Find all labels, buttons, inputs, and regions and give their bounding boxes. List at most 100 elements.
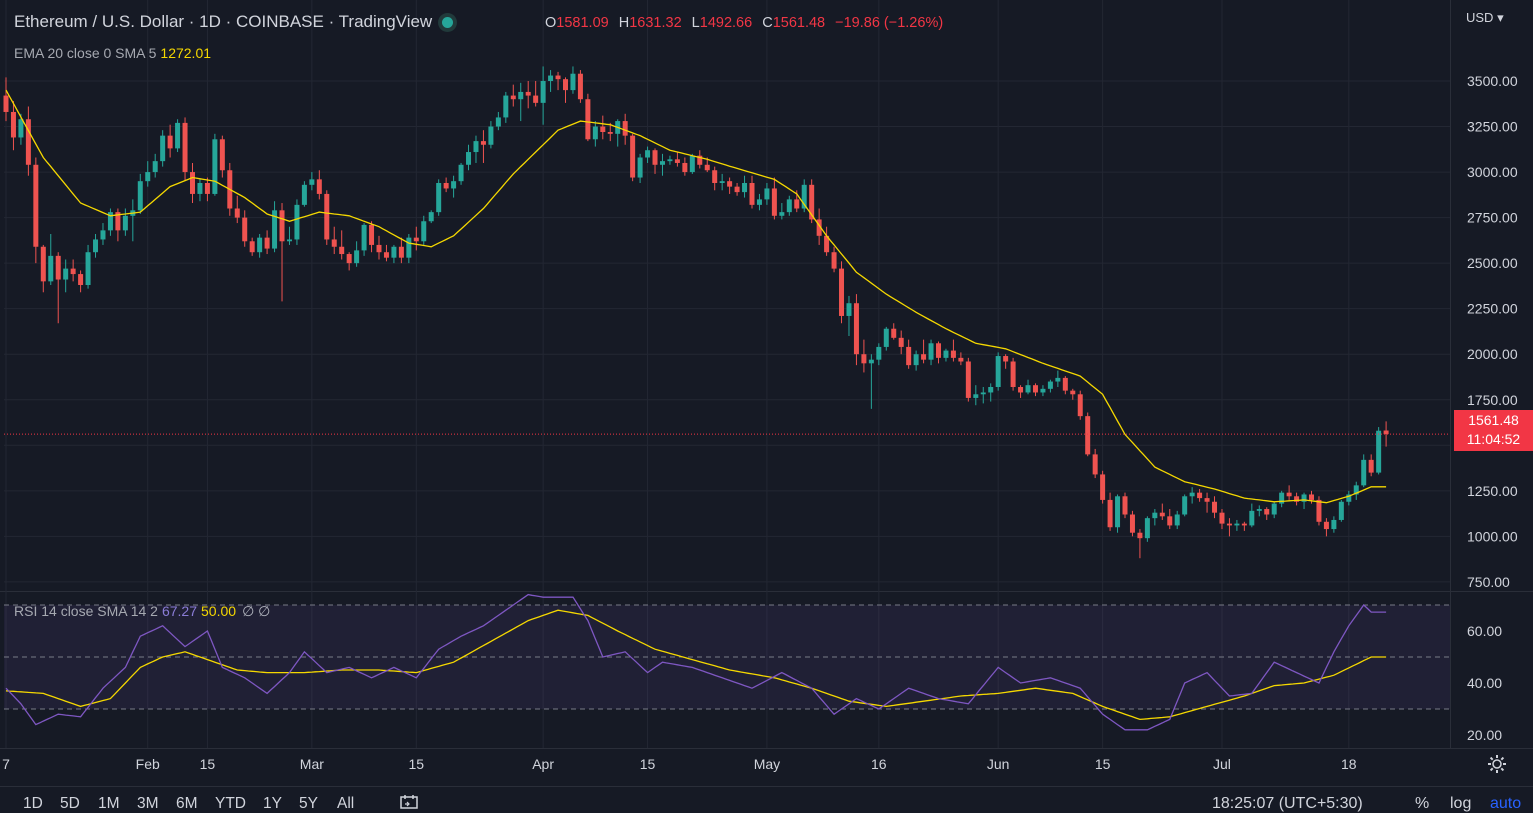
candle [1353, 481, 1359, 500]
candle [473, 135, 479, 163]
candle [122, 208, 128, 236]
candle-body [518, 91, 524, 100]
candle [1018, 385, 1024, 398]
candle-body [175, 122, 181, 149]
candle [1286, 485, 1292, 500]
candle-body [652, 150, 658, 165]
ema-legend[interactable]: EMA 20 close 0 SMA 5 1272.01 [14, 45, 211, 61]
candle-body [1115, 496, 1121, 528]
range-button-5d[interactable]: 5D [60, 795, 80, 812]
candle-body [421, 221, 427, 242]
candle [346, 252, 352, 271]
candle-body [294, 204, 300, 240]
candle [383, 244, 389, 262]
auto-scale-toggle[interactable]: auto [1490, 795, 1522, 812]
candle-body [18, 119, 24, 138]
candle [577, 70, 583, 103]
candle-body [1301, 494, 1307, 502]
candle [175, 119, 181, 153]
candle-body [1025, 385, 1031, 393]
candle-body [33, 164, 39, 247]
rsi-tick-label: 40.00 [1467, 675, 1502, 691]
candle-body [1047, 381, 1053, 389]
rsi-panel [4, 593, 1450, 731]
candle-body [473, 141, 479, 153]
rsi-legend[interactable]: RSI 14 close SMA 14 2 67.27 50.00 ∅ ∅ [14, 603, 270, 620]
candle [324, 190, 330, 245]
candle [1167, 509, 1173, 530]
candle [436, 179, 442, 216]
timezone-clock[interactable]: 18:25:07 (UTC+5:30) [1212, 795, 1363, 812]
candle [1271, 501, 1277, 519]
candle-body [995, 356, 1001, 387]
log-scale-toggle[interactable]: log [1450, 795, 1472, 812]
candle [540, 66, 546, 125]
candle-body [1368, 459, 1374, 473]
time-tick-label: Feb [136, 756, 160, 772]
candle [301, 181, 307, 207]
candle [674, 152, 680, 167]
bottom-toolbar: 1D 5D 1M 3M 6M YTD 1Y 5Y All [0, 787, 1533, 813]
gear-icon[interactable] [1487, 754, 1507, 774]
candle [1361, 454, 1367, 488]
candle-body [354, 250, 360, 264]
currency-selector[interactable]: USD ▾ [1466, 10, 1504, 26]
candle-body [965, 361, 971, 398]
candle-body [719, 181, 725, 183]
candle-body [510, 95, 516, 100]
candle [257, 234, 263, 258]
candle-body [1256, 509, 1262, 511]
candle [689, 153, 695, 174]
candle [831, 246, 837, 273]
candle [786, 195, 792, 216]
range-button-all[interactable]: All [337, 795, 355, 812]
candle-body [1226, 523, 1232, 526]
open-label: O [545, 15, 557, 31]
range-button-6m[interactable]: 6M [176, 795, 198, 812]
candle-body [868, 359, 874, 364]
candle [719, 173, 725, 191]
range-button-5y[interactable]: 5Y [299, 795, 318, 812]
candle [40, 244, 46, 293]
candle-body [48, 255, 54, 282]
range-button-1d[interactable]: 1D [23, 795, 43, 812]
percent-scale-toggle[interactable]: % [1415, 795, 1430, 812]
candle [921, 339, 927, 364]
candle [152, 153, 158, 178]
candle-body [809, 184, 815, 220]
candle [1182, 494, 1188, 517]
range-button-1y[interactable]: 1Y [263, 795, 282, 812]
time-tick-label: 15 [409, 756, 425, 772]
candle [63, 259, 69, 293]
candle-body [1085, 416, 1091, 455]
candle [1256, 505, 1262, 517]
symbol-title[interactable]: Ethereum / U.S. Dollar · 1D · COINBASE ·… [14, 12, 433, 31]
candle-body [443, 183, 449, 189]
candle-body [1294, 496, 1300, 502]
candle [503, 91, 509, 123]
calendar-icon[interactable] [400, 795, 418, 809]
candle-body [712, 170, 718, 183]
candle-body [801, 184, 807, 209]
candle [361, 223, 367, 256]
candle-body [921, 354, 927, 360]
candle-body [525, 91, 531, 96]
candle [286, 226, 292, 245]
candle-body [742, 183, 748, 193]
candle [10, 101, 16, 151]
candle [1301, 492, 1307, 510]
range-button-ytd[interactable]: YTD [215, 795, 246, 812]
candle [891, 323, 897, 340]
candle-body [786, 199, 792, 213]
candle-body [436, 183, 442, 213]
candle-body [1376, 430, 1382, 473]
range-button-3m[interactable]: 3M [137, 795, 159, 812]
candle [369, 221, 375, 253]
candle [234, 195, 240, 224]
candle [1115, 494, 1121, 533]
ohlc-readout: O1581.09 H1631.32 L1492.66 C1561.48 −19.… [545, 15, 949, 31]
range-button-1m[interactable]: 1M [98, 795, 120, 812]
candle-body [824, 235, 830, 253]
candle-body [950, 350, 956, 358]
